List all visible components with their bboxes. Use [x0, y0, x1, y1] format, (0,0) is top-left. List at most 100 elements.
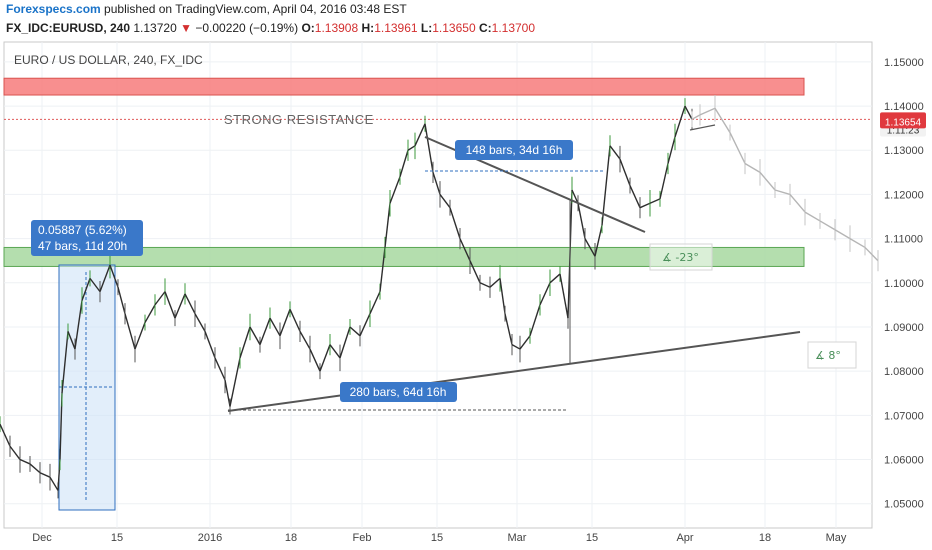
price-change: −0.00220 (−0.19%) — [195, 21, 299, 35]
price-tag-label: 1:11:23 — [887, 125, 920, 136]
published-text: published on TradingView.com, April 04, … — [100, 2, 407, 16]
price-segment — [439, 194, 451, 209]
measure-box — [58, 264, 116, 511]
price-segment — [489, 277, 501, 288]
x-tick-label: 15 — [431, 532, 443, 544]
grid — [4, 42, 872, 528]
price-segment — [289, 309, 301, 332]
price-segment — [432, 172, 441, 195]
high-label: H: — [361, 21, 375, 35]
price-segment — [49, 476, 59, 491]
price-tag-label: 1.13654 — [885, 117, 922, 128]
price-segment — [214, 357, 226, 381]
price-segment — [359, 313, 371, 337]
price-segment — [154, 291, 166, 306]
price-segment — [699, 107, 716, 116]
price-segment — [384, 203, 391, 248]
price-segment — [789, 193, 806, 213]
price-segment — [511, 344, 521, 350]
bars-box-280 — [340, 382, 457, 402]
x-axis: Dec 15 2016 18 Feb 15 Mar 15 Apr 18 May — [32, 532, 847, 544]
y-tick-label: 1.08000 — [884, 366, 924, 378]
y-tick-label: 1.12000 — [884, 189, 924, 201]
price-segment — [134, 322, 146, 350]
price-segment — [124, 313, 136, 350]
annotation-labels: STRONG RESISTANCE 148 bars, 34d 16h 0.0588… — [31, 112, 857, 402]
price-segment — [299, 331, 311, 350]
price-segment — [449, 207, 461, 239]
price-segment — [109, 264, 119, 288]
price-segment — [529, 304, 541, 337]
price-segment — [504, 313, 513, 345]
price-segment — [849, 238, 866, 249]
close-label: C: — [478, 21, 492, 35]
price-segment — [549, 273, 561, 284]
price-segment — [629, 185, 641, 208]
price-segment — [691, 114, 701, 120]
price-segment — [224, 379, 231, 407]
symbol-header: FX_IDC:EURUSD, 240 1.13720 ▼ −0.00220 (−… — [6, 21, 535, 35]
close-value: 1.13700 — [491, 21, 536, 35]
range-change-label: 0.05887 (5.62%) — [38, 223, 127, 237]
price-segment — [319, 344, 331, 372]
price-segment — [729, 132, 746, 164]
price-segment — [184, 293, 196, 315]
price-segment — [407, 145, 416, 151]
price-segment — [584, 238, 596, 257]
current-price: 1.13720 — [133, 21, 177, 35]
price-segment — [39, 472, 51, 478]
price-segment — [269, 317, 281, 337]
price-segment — [279, 309, 291, 337]
y-tick-label: 1.15000 — [884, 57, 924, 69]
price-segment — [577, 203, 586, 239]
y-tick-label: 1.13000 — [884, 145, 924, 157]
price-segment — [834, 229, 851, 240]
angle-label-23: ∡ -23° — [662, 251, 699, 264]
x-tick-label: Feb — [353, 532, 372, 544]
price-segment — [229, 357, 241, 407]
low-value: 1.13650 — [432, 21, 476, 35]
x-tick-label: May — [826, 532, 847, 544]
angle-box-23 — [649, 243, 713, 271]
price-segment — [239, 326, 251, 359]
chart-title: EURO / US DOLLAR, 240, FX_IDC — [14, 53, 203, 67]
y-tick-label: 1.05000 — [884, 499, 924, 511]
price-segment — [639, 202, 651, 209]
y-tick-label: 1.10000 — [884, 278, 924, 290]
price-segment — [349, 326, 361, 337]
y-tick-label: 1.11000 — [884, 234, 923, 246]
projection-line — [689, 124, 716, 131]
price-segment — [89, 277, 101, 293]
support-trendline — [227, 331, 801, 412]
x-tick-label: Apr — [676, 532, 693, 544]
price-segment — [571, 189, 579, 204]
down-arrow-icon: ▼ — [180, 21, 192, 35]
strong-resistance-label: STRONG RESISTANCE — [224, 112, 374, 127]
price-tag — [880, 114, 926, 129]
range-bars-label: 47 bars, 11d 20h — [38, 239, 127, 253]
price-segment — [819, 220, 836, 231]
price-segment — [674, 105, 686, 138]
price-segment — [499, 278, 506, 314]
price-segment — [74, 300, 83, 350]
bars-label-148: 148 bars, 34d 16h — [466, 143, 563, 157]
price-segment — [519, 335, 531, 350]
price-segment — [204, 331, 216, 359]
publish-header: Forexspecs.com published on TradingView.… — [6, 2, 407, 16]
x-tick-label: 18 — [759, 532, 771, 544]
price-segment — [174, 293, 186, 319]
y-tick-label: 1.14000 — [884, 101, 924, 113]
price-segment — [61, 331, 69, 394]
brand-link[interactable]: Forexspecs.com — [6, 2, 101, 16]
price-segment — [804, 211, 821, 222]
price-segment — [619, 158, 631, 186]
x-tick-label: 2016 — [198, 532, 222, 544]
price-segment — [469, 260, 481, 284]
price-segment — [339, 326, 351, 359]
price-segment — [329, 344, 341, 359]
price-segment — [369, 291, 381, 315]
price-segment — [864, 246, 879, 262]
angle-box-8 — [807, 341, 857, 369]
price-segment — [424, 123, 434, 173]
